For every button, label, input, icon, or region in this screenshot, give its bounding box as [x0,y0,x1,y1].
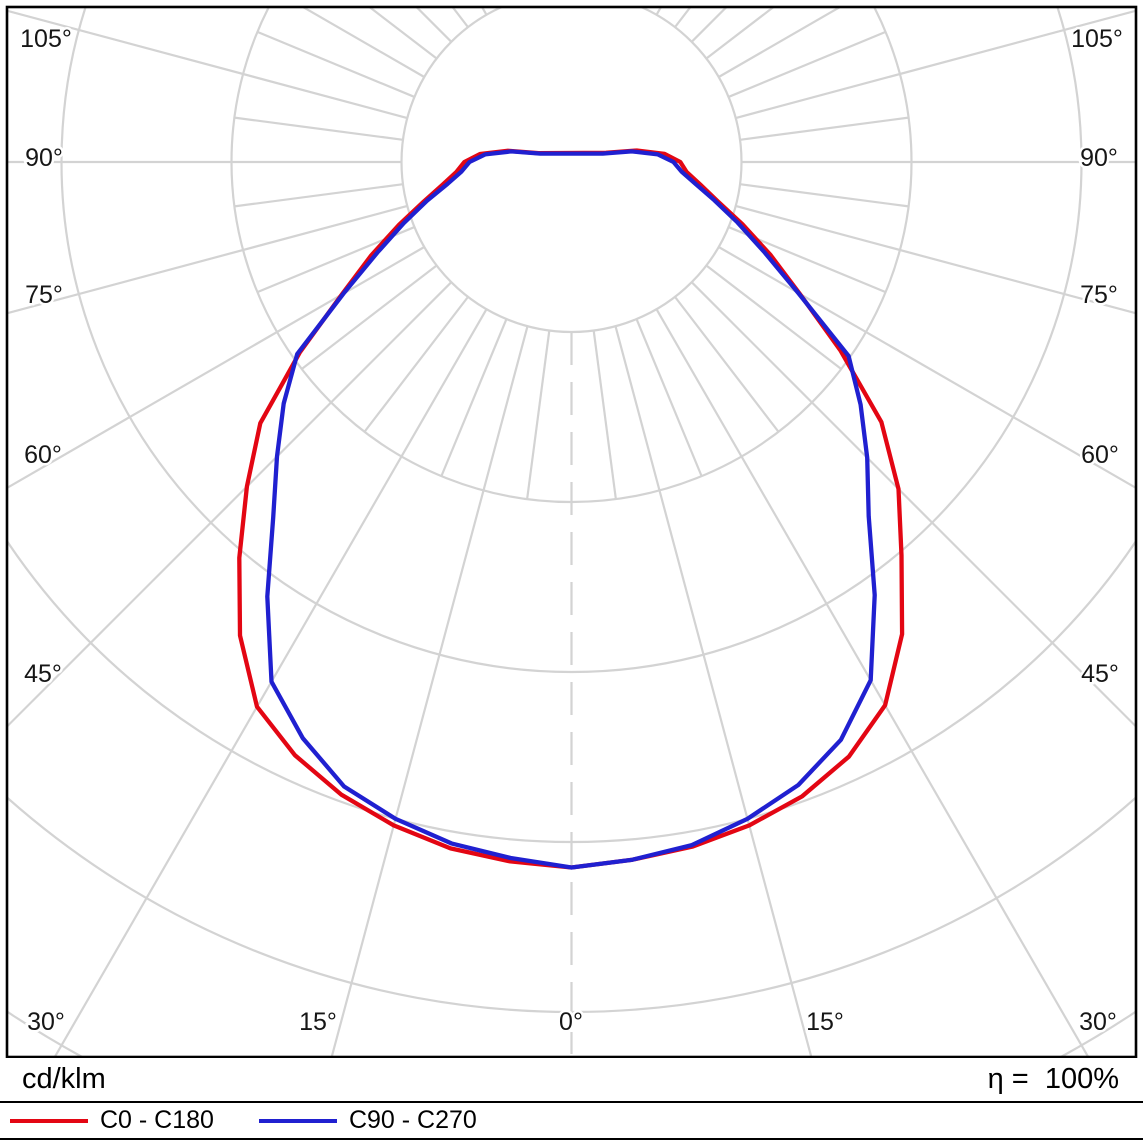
grid-spoke-fine [728,30,887,98]
legend-label-c90-c270: C90 - C270 [348,1106,477,1134]
grid-spoke [8,9,408,120]
grid-spoke [690,281,1135,728]
angle-label: 60° [24,441,62,469]
grid-spoke-fine [451,8,469,28]
chart-footer: cd/klm η = 100% C0 - C180 C90 - C270 [0,1058,1143,1143]
legend-swatch-c0-c180 [10,1118,88,1123]
angle-label: 15° [299,1008,337,1036]
grid-spoke-fine [301,264,438,370]
grid-ring [230,8,913,503]
angle-label: 75° [25,281,63,309]
grid-spoke [8,246,425,489]
grid-spoke [655,308,1089,1056]
grid-ring [400,8,743,334]
angle-label: 105° [20,25,72,53]
grid-spoke-fine [234,183,404,208]
legend-label-c0-c180: C0 - C180 [100,1106,214,1134]
angle-label: 30° [27,1008,65,1036]
grid-spoke [735,9,1135,120]
curve-c90-c270 [265,149,877,870]
grid-spoke-fine [526,330,551,500]
grid-spoke-fine [674,296,780,433]
angle-label: 45° [24,660,62,688]
legend-item-c0-c180: C0 - C180 [10,1106,214,1135]
angle-label: 105° [1071,25,1123,53]
legend-item-c90-c270: C90 - C270 [258,1106,477,1135]
grid-spoke [614,325,813,1056]
angle-label: 30° [1079,1008,1117,1036]
grid-spoke-fine [441,0,506,5]
footer-info-row: cd/klm η = 100% [0,1058,1143,1103]
angle-label: 90° [1080,144,1118,172]
polar-chart: 105° 90° 75° 60° 45° 30° 15° 0° 15° 30° 45° 60° 75° 9… [5,0,1138,1058]
grid-spoke [718,246,1135,489]
grid-spoke [735,204,1135,315]
angle-label: 45° [1081,660,1119,688]
grid-spoke-fine [705,8,775,60]
polar-grid [8,0,1135,1056]
grid-spoke-fine [739,183,909,208]
angle-label: 90° [25,144,63,172]
grid-spoke [8,281,453,728]
units-label: cd/klm [22,1063,106,1095]
angle-label: 60° [1081,441,1119,469]
grid-spoke-fine [363,296,469,433]
grid-spoke-fine [368,8,438,60]
grid-spoke-fine [674,8,692,28]
legend: C0 - C180 C90 - C270 [0,1103,1143,1140]
angle-label: 15° [806,1008,844,1036]
grid-spoke-fine [637,0,702,5]
grid-spoke [8,204,408,315]
grid-spoke-fine [592,330,617,500]
plot-border [5,5,1138,1058]
grid-spoke-fine [705,264,842,370]
grid-spoke [54,308,488,1056]
grid-spoke-fine [739,116,909,141]
legend-swatch-c90-c270 [258,1118,337,1123]
grid-spoke-fine [440,318,508,477]
grid-spoke-fine [234,116,404,141]
efficiency-label: η = 100% [987,1063,1119,1095]
grid-spoke-fine [635,318,703,477]
angle-label: 75° [1080,281,1118,309]
grid-ring [8,540,1135,843]
angle-label: 0° [559,1008,583,1036]
grid-spoke-fine [256,30,415,98]
grid-spoke [330,325,529,1056]
